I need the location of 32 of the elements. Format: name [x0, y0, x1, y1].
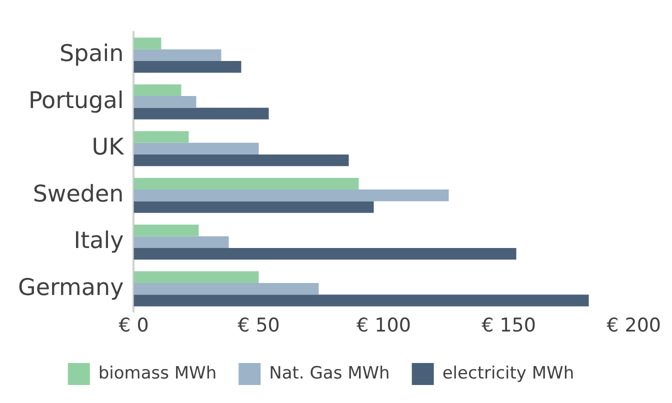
bar: [134, 282, 319, 295]
bar: [134, 294, 589, 306]
bar: [134, 236, 229, 248]
bar: [134, 248, 516, 260]
bar: [134, 96, 196, 108]
bar: [134, 201, 374, 213]
y-tick-label: Sweden: [32, 181, 124, 208]
bar: [134, 154, 349, 166]
bar: [134, 142, 259, 154]
bar: [134, 178, 359, 190]
x-tick-label: € 50: [238, 314, 280, 337]
bar: [134, 38, 162, 50]
x-tick-label: € 200: [606, 314, 662, 337]
y-tick-label: Spain: [59, 41, 124, 68]
y-tick-label: Italy: [74, 228, 124, 254]
y-tick-label: Portugal: [28, 88, 124, 114]
bar: [134, 190, 449, 202]
x-tick-label: € 100: [356, 314, 411, 337]
bar: [134, 49, 222, 62]
y-tick-label: UK: [92, 134, 125, 161]
bar: [134, 224, 199, 236]
bar: [134, 271, 259, 283]
legend-label: Nat. Gas MWh: [269, 363, 390, 384]
y-tick-label: Germany: [18, 274, 124, 301]
x-tick-label: € 150: [482, 314, 536, 337]
x-tick-label: € 0: [118, 314, 149, 337]
bar: [134, 61, 242, 73]
bar: [134, 131, 189, 143]
bar: [134, 108, 269, 120]
legend-label: electricity MWh: [442, 363, 574, 384]
legend-label: biomass MWh: [98, 363, 217, 384]
bar: [134, 84, 182, 96]
